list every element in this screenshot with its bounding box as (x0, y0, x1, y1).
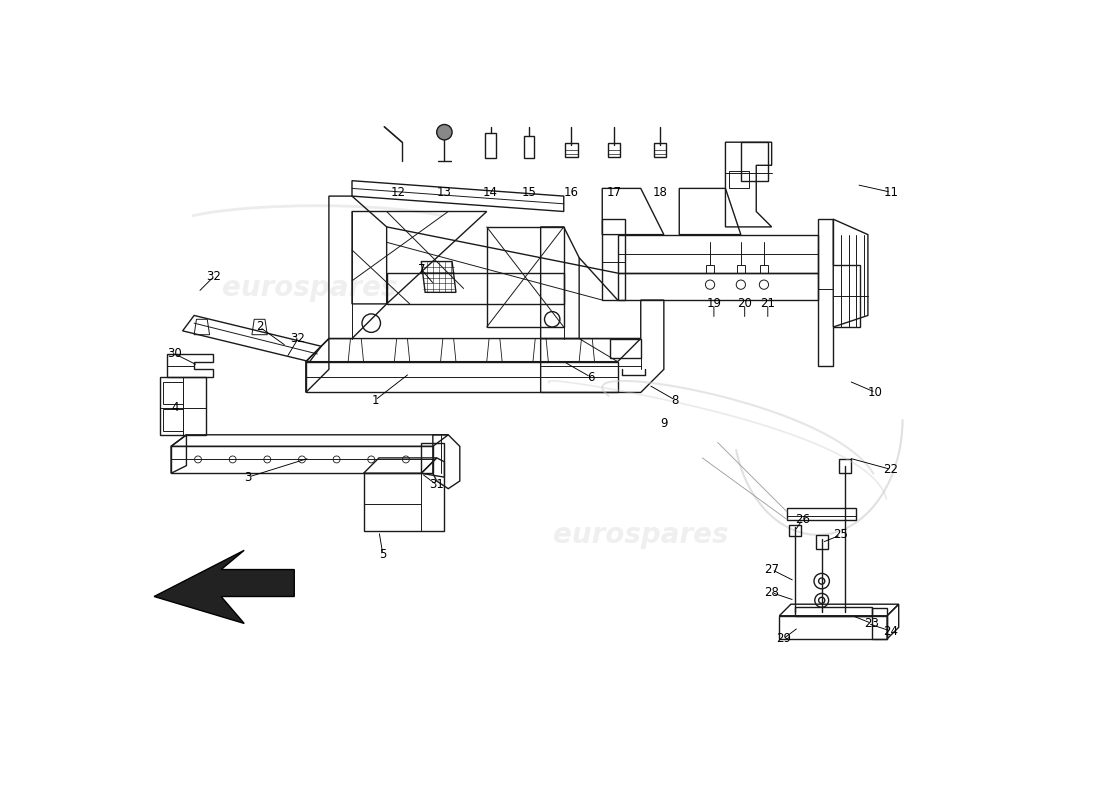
Text: 5: 5 (379, 548, 386, 561)
Text: 13: 13 (437, 186, 452, 198)
Text: 10: 10 (868, 386, 883, 399)
Text: eurospares: eurospares (222, 274, 397, 302)
Text: 4: 4 (172, 402, 178, 414)
Text: 25: 25 (834, 529, 848, 542)
Text: 1: 1 (372, 394, 378, 406)
Text: 17: 17 (606, 186, 621, 198)
Text: 11: 11 (883, 186, 899, 198)
Text: 8: 8 (672, 394, 679, 406)
Text: 18: 18 (652, 186, 668, 198)
Text: 6: 6 (587, 370, 594, 383)
Text: 16: 16 (564, 186, 579, 198)
Text: 15: 15 (521, 186, 537, 198)
Text: 21: 21 (760, 298, 775, 310)
Text: 14: 14 (483, 186, 498, 198)
Text: 30: 30 (167, 347, 183, 361)
Text: 32: 32 (290, 332, 306, 345)
Polygon shape (154, 550, 295, 623)
Text: 27: 27 (764, 563, 779, 576)
Text: 26: 26 (795, 513, 810, 526)
Text: 7: 7 (418, 262, 425, 276)
Text: 20: 20 (737, 298, 752, 310)
Text: 28: 28 (764, 586, 779, 599)
Text: 29: 29 (776, 632, 791, 646)
Circle shape (437, 125, 452, 140)
Text: 23: 23 (865, 617, 879, 630)
Text: 19: 19 (706, 298, 722, 310)
Text: 12: 12 (390, 186, 406, 198)
Text: 2: 2 (256, 321, 263, 334)
Text: 32: 32 (206, 270, 221, 283)
Text: 9: 9 (660, 417, 668, 430)
Text: 22: 22 (883, 463, 899, 476)
Text: 31: 31 (429, 478, 444, 491)
Text: eurospares: eurospares (553, 521, 728, 549)
Text: 24: 24 (883, 625, 899, 638)
Text: 3: 3 (244, 470, 252, 484)
